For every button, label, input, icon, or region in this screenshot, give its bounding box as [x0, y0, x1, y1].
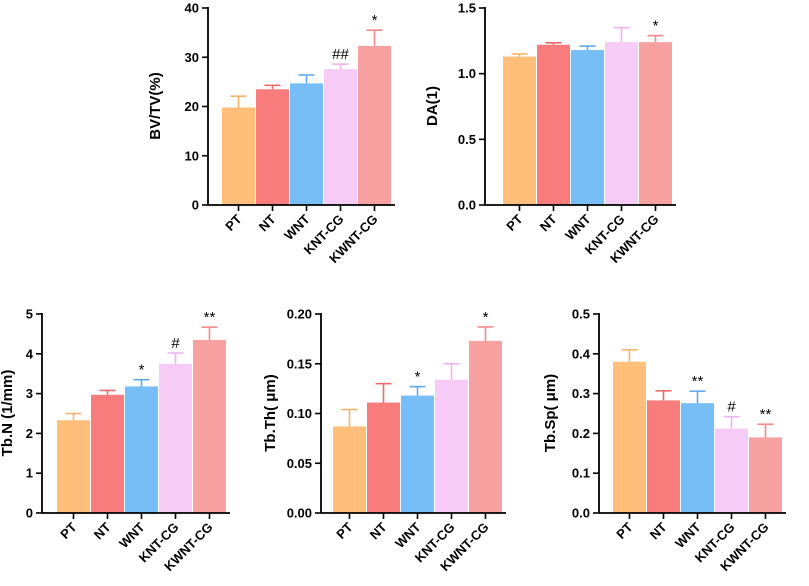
bar — [256, 89, 289, 205]
bar — [57, 420, 90, 513]
y-tick-label: 0.5 — [458, 132, 476, 147]
y-axis-label: Tb.Th( μm) — [262, 374, 279, 452]
y-tick-label: 30 — [185, 50, 199, 65]
y-tick-label: 0.10 — [287, 406, 312, 421]
y-axis-label: DA(1) — [424, 86, 441, 126]
significance-label: * — [372, 12, 378, 29]
bar — [435, 379, 468, 513]
bar — [605, 42, 638, 205]
x-tick-label: NT — [537, 211, 560, 234]
y-tick-label: 0.0 — [572, 506, 590, 521]
y-tick-label: 0.2 — [572, 426, 590, 441]
y-tick-label: 1.5 — [458, 1, 476, 16]
y-tick-label: 10 — [185, 148, 199, 163]
y-tick-label: 20 — [185, 99, 199, 114]
y-tick-label: 3 — [26, 386, 33, 401]
y-tick-label: 0.4 — [572, 346, 591, 361]
bar — [159, 363, 192, 513]
bar — [613, 361, 646, 513]
bar — [290, 83, 323, 205]
bar — [639, 42, 672, 205]
x-tick-label: NT — [91, 519, 114, 542]
y-tick-label: 0.5 — [572, 307, 590, 322]
y-axis-label: Tb.N (1/mm) — [0, 370, 16, 457]
chart-panel-5: **# **0.00.10.20.30.40.5PT NT WNTKNT-CGKWNT… — [542, 307, 786, 574]
bar — [125, 386, 158, 513]
significance-label: ## — [332, 46, 349, 63]
x-tick-label: PT — [222, 211, 244, 233]
y-axis-label: Tb.Sp( μm) — [542, 374, 559, 452]
x-tick-label: PT — [333, 519, 355, 541]
bar — [469, 340, 502, 513]
bar — [193, 339, 226, 513]
y-axis-label: BV/TV(%) — [147, 72, 164, 140]
y-tick-label: 0.3 — [572, 386, 590, 401]
significance-label: ** — [204, 309, 216, 326]
y-tick-label: 2 — [26, 426, 33, 441]
bar — [749, 437, 782, 513]
bar — [647, 400, 680, 513]
y-tick-label: 0.15 — [287, 356, 312, 371]
x-tick-label: PT — [57, 519, 79, 541]
y-tick-label: 0.0 — [458, 198, 476, 213]
x-tick-label: NT — [256, 211, 279, 234]
y-tick-label: 0.00 — [287, 506, 312, 521]
y-tick-label: 0.20 — [287, 307, 312, 322]
significance-label: # — [727, 399, 736, 416]
y-tick-label: 5 — [26, 307, 33, 322]
bar — [91, 394, 124, 513]
x-tick-label: PT — [503, 211, 525, 233]
bar — [571, 50, 604, 205]
y-tick-label: 1.0 — [458, 66, 476, 81]
bar — [222, 107, 255, 205]
bar — [367, 402, 400, 513]
significance-label: * — [483, 309, 489, 326]
y-tick-label: 0.1 — [572, 466, 590, 481]
bar — [503, 56, 536, 205]
bar — [358, 45, 391, 205]
x-tick-label: NT — [367, 519, 390, 542]
significance-label: ** — [760, 406, 772, 423]
bar — [537, 44, 570, 206]
bar — [681, 403, 714, 513]
bar — [715, 428, 748, 513]
y-tick-label: 4 — [26, 346, 34, 361]
x-tick-label: PT — [613, 519, 635, 541]
y-tick-label: 0.05 — [287, 456, 312, 471]
significance-label: * — [653, 18, 659, 35]
y-tick-label: 0 — [192, 198, 199, 213]
significance-label: # — [171, 335, 180, 352]
significance-label: * — [139, 362, 145, 379]
y-tick-label: 0 — [26, 506, 33, 521]
bar — [324, 69, 357, 205]
bar — [333, 426, 366, 513]
x-tick-label: NT — [647, 519, 670, 542]
significance-label: ** — [692, 373, 704, 390]
significance-label: * — [415, 369, 421, 386]
y-tick-label: 1 — [26, 466, 33, 481]
bar — [401, 395, 434, 513]
y-tick-label: 40 — [185, 1, 199, 16]
